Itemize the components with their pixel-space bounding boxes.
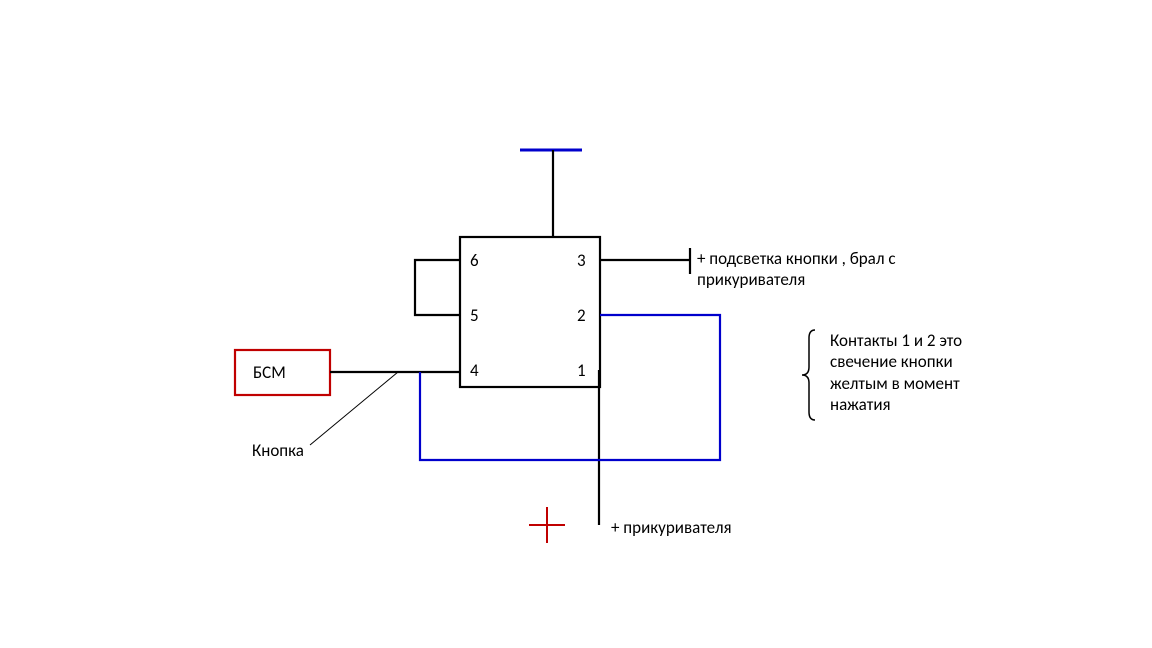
pin-5-label: 5 (470, 305, 479, 326)
pin-6-label: 6 (470, 250, 479, 271)
pin-2-label: 2 (577, 305, 586, 326)
pin3-annotation: + подсветка кнопки , брал с прикуривател… (697, 248, 896, 291)
bsm-label: БСМ (253, 362, 286, 383)
pin-1-label: 1 (577, 360, 586, 381)
callout-annotation: Контакты 1 и 2 это свечение кнопки желты… (830, 330, 962, 415)
pin-4-label: 4 (470, 360, 479, 381)
plus-annotation: + прикуривателя (611, 517, 732, 538)
knopka-label: Кнопка (252, 440, 304, 461)
pin-3-label: 3 (577, 250, 586, 271)
wiring-svg (0, 0, 1152, 648)
